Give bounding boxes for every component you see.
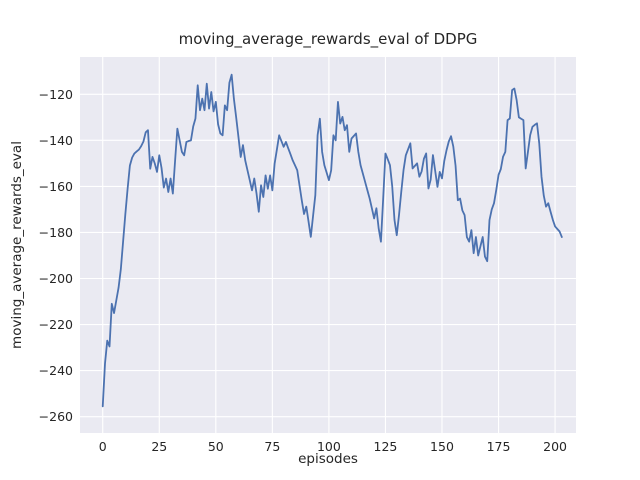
x-tick-label: 25 bbox=[151, 439, 167, 454]
axes-background bbox=[80, 57, 576, 433]
x-tick-label: 0 bbox=[99, 439, 107, 454]
y-tick-labels: −120 −140 −160 −180 −200 −220 −240 −260 bbox=[39, 87, 73, 424]
x-tick-label: 50 bbox=[208, 439, 224, 454]
x-axis-label: episodes bbox=[298, 451, 358, 467]
y-tick-label: −240 bbox=[39, 363, 73, 378]
y-tick-label: −140 bbox=[39, 133, 73, 148]
y-axis-label: moving_average_rewards_eval bbox=[9, 141, 25, 349]
series-line-moving_average_rewards_eval bbox=[101, 73, 563, 408]
x-tick-label: 200 bbox=[543, 439, 567, 454]
x-tick-label: 100 bbox=[317, 439, 341, 454]
x-tick-label: 150 bbox=[430, 439, 454, 454]
y-tick-label: −220 bbox=[39, 317, 73, 332]
y-gridlines bbox=[80, 93, 576, 418]
data-series bbox=[101, 73, 563, 408]
y-tick-label: −180 bbox=[39, 225, 73, 240]
x-tick-label: 125 bbox=[374, 439, 398, 454]
x-tick-labels: 0 25 50 75 100 125 150 175 200 bbox=[99, 439, 567, 454]
x-tick-label: 75 bbox=[264, 439, 280, 454]
x-gridlines bbox=[102, 57, 556, 433]
y-tick-label: −260 bbox=[39, 409, 73, 424]
y-tick-label: −160 bbox=[39, 179, 73, 194]
y-tick-label: −200 bbox=[39, 271, 73, 286]
x-tick-label: 175 bbox=[487, 439, 511, 454]
chart-title: moving_average_rewards_eval of DDPG bbox=[179, 30, 478, 49]
y-tick-label: −120 bbox=[39, 87, 73, 102]
